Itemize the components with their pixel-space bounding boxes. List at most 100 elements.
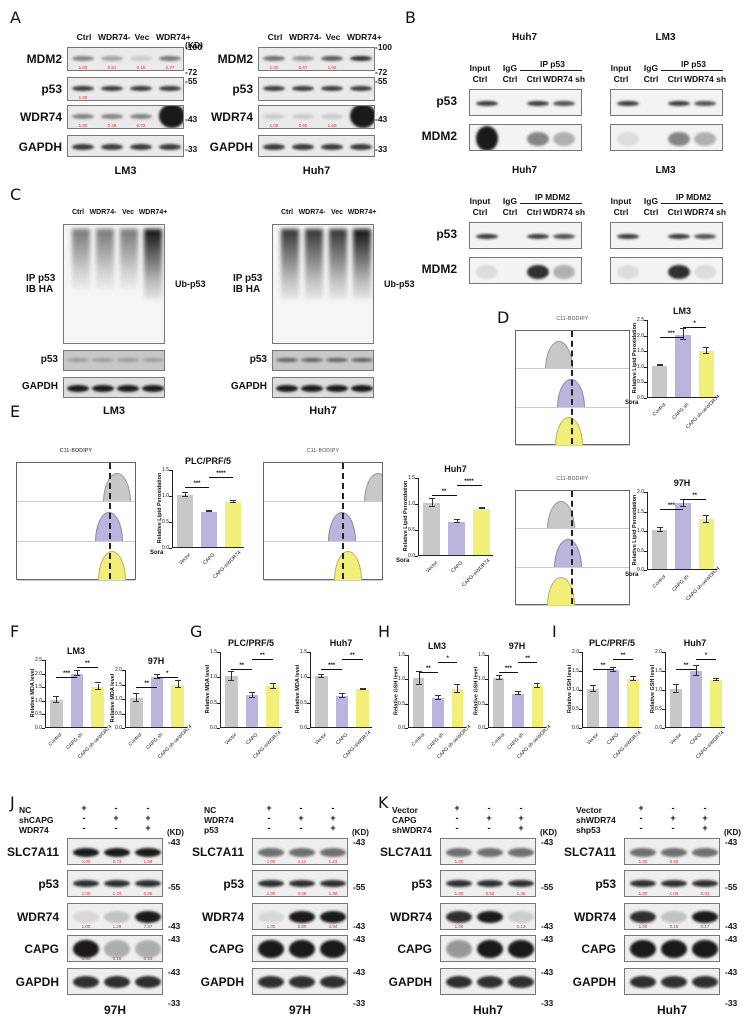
blot-row-label: SLC7A11 [563, 845, 616, 859]
protein-band [289, 911, 315, 923]
bar [675, 334, 691, 397]
y-tick-label: 0.0 [115, 725, 122, 731]
quant-value: 1.11 [297, 859, 307, 864]
kd-marker: -43 [725, 837, 738, 847]
protein-band [142, 385, 164, 392]
bar [423, 503, 440, 555]
ub-p53-label: Ub-p53 [175, 279, 206, 289]
cell-line-title: Huh7 [512, 165, 537, 176]
blot-row-label: CAPG [209, 942, 244, 956]
error-cap [415, 683, 422, 685]
histogram-title: C11-BODIPY [556, 316, 589, 322]
col-header-bottom: Ctrl [613, 207, 629, 217]
significance-stars: * [704, 653, 708, 659]
protein-band [73, 911, 99, 923]
protein-band [130, 86, 152, 91]
error-cap [53, 701, 60, 703]
error-cap [454, 684, 461, 686]
y-tick [415, 530, 418, 531]
protein-band [326, 385, 348, 392]
kd-marker: -43 [168, 921, 181, 931]
protein-band [292, 114, 314, 119]
y-tick [307, 702, 310, 704]
bar [356, 689, 369, 727]
chart-title: PLC/PRF/5 [227, 638, 274, 648]
ubiquitin-smear [144, 229, 162, 299]
col-header-bottom: Ctrl [643, 74, 659, 84]
cell-line-label: Huh7 [309, 405, 337, 417]
col-header-top: IgG [502, 63, 518, 73]
ubiquitin-smear [329, 229, 347, 299]
protein-band [92, 385, 114, 392]
error-cap [703, 521, 710, 523]
significance-bar [456, 485, 482, 486]
protein-band [668, 101, 690, 106]
bar [690, 670, 702, 727]
protein-band [668, 132, 690, 146]
error-cap [630, 680, 636, 682]
blot-row-label: GAPDH [18, 140, 62, 154]
bar [150, 676, 164, 727]
protein-band [92, 358, 114, 362]
protein-band [321, 114, 343, 119]
blot-row-label: WDR74 [573, 910, 616, 924]
quant-value: 0.52 [485, 891, 495, 896]
blot-gapdh [67, 968, 163, 995]
blot-row-label: GAPDH [209, 140, 253, 154]
blot-row-label: GAPDH [388, 975, 432, 989]
error-cap [630, 675, 636, 677]
quant-value: 1.06 [669, 891, 679, 896]
error-bar [716, 678, 717, 682]
histogram-title: C11-BODIPY [306, 448, 340, 454]
condition-sign: - [671, 803, 675, 813]
error-bar [233, 500, 234, 503]
plot-area: ** * [125, 670, 187, 728]
y-tick [169, 548, 172, 549]
blot-gapdh [252, 968, 348, 995]
protein-band [553, 101, 575, 106]
plot-area: *** **** [172, 470, 244, 548]
bar [171, 684, 184, 727]
protein-band [130, 114, 152, 119]
col-header-top: Input [469, 196, 491, 206]
kd-marker: -100 [375, 42, 393, 52]
histogram-track [516, 408, 629, 446]
blot-wdr74: 1.00 0.13 [440, 903, 536, 930]
significance-bar [683, 327, 707, 328]
y-tick [42, 687, 45, 689]
c11-bodipy-histogram [16, 462, 136, 581]
chart-title: LM3 [67, 646, 85, 656]
error-cap [269, 683, 276, 685]
protein-band [694, 132, 716, 146]
col-header-top: Input [610, 63, 632, 73]
kd-marker: -43 [541, 921, 554, 931]
blot-row-label: p53 [223, 877, 244, 891]
kd-unit: (KD) [540, 828, 557, 837]
kd-marker: -43 [725, 967, 738, 977]
cell-line-title: LM3 [655, 32, 676, 43]
bar [70, 673, 84, 727]
error-cap [713, 680, 719, 682]
y-tick [122, 670, 125, 671]
y-tick-label: 0.5 [35, 711, 42, 718]
x-tick-label: Vector [424, 560, 439, 575]
error-cap [713, 677, 719, 679]
protein-band [289, 880, 315, 887]
y-tick-label: 0.5 [162, 519, 169, 525]
significance-stars: ** [683, 663, 689, 669]
bar-chart-E-PLC: PLC/PRF/5 *** **** Relative Lipid Peroxidat… [142, 456, 248, 608]
bar [448, 521, 465, 555]
chart-title: PLC/PRF/5 [588, 638, 635, 648]
protein-band [326, 358, 348, 362]
error-bar [696, 665, 697, 676]
protein-band [159, 144, 181, 150]
error-bar [683, 329, 684, 340]
protein-band [159, 56, 181, 61]
lane-header: WDR74- [289, 32, 322, 42]
bar [652, 365, 668, 397]
kd-marker: -72 [375, 67, 388, 77]
quant-value: 1.23 [328, 859, 338, 864]
histogram-title: C11-BODIPY [556, 476, 589, 482]
protein-band [289, 976, 315, 988]
bar [432, 697, 444, 727]
